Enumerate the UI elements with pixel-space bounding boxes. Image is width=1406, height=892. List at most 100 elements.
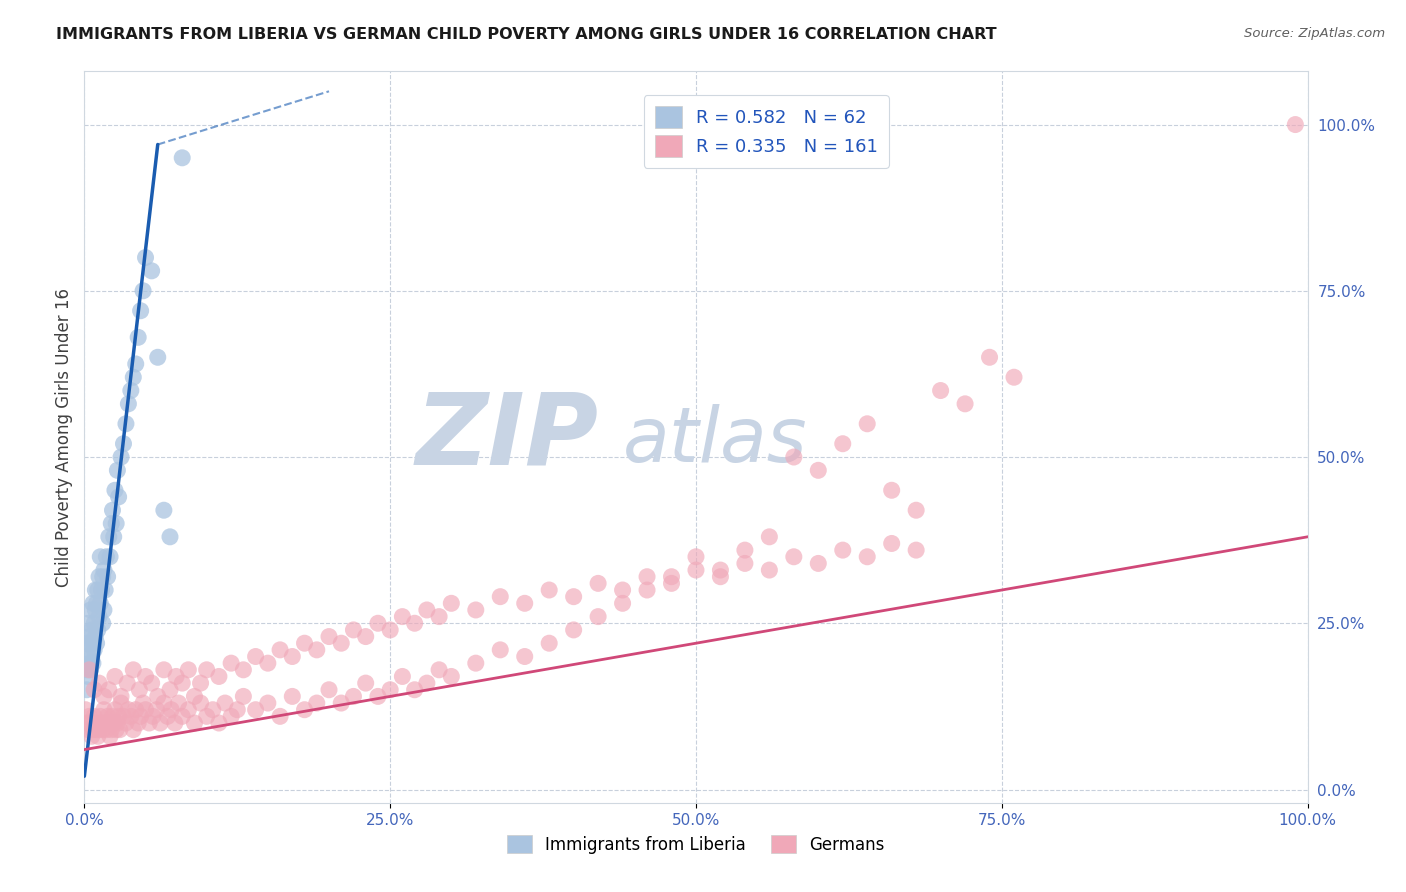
Point (79, 603, 101, 617)
Point (269, 643, 291, 657)
Point (91, 616, 114, 631)
Text: IMMIGRANTS FROM LIBERIA VS GERMAN CHILD POVERTY AMONG GIRLS UNDER 16 CORRELATION: IMMIGRANTS FROM LIBERIA VS GERMAN CHILD … (56, 27, 997, 42)
Point (172, 709, 194, 723)
Point (219, 709, 242, 723)
Point (105, 516, 128, 531)
Point (146, 351, 169, 365)
Point (195, 663, 218, 677)
Point (128, 682, 150, 697)
Point (135, 251, 157, 265)
Point (685, 549, 707, 564)
Point (880, 483, 903, 498)
Point (110, 690, 132, 704)
Point (380, 623, 402, 637)
Point (661, 576, 683, 591)
Point (404, 616, 426, 631)
Point (77, 669, 100, 683)
Point (77, 709, 100, 723)
Point (84, 630, 107, 644)
Point (427, 663, 450, 677)
Point (82, 723, 104, 737)
Point (120, 709, 142, 723)
Point (612, 582, 634, 597)
Point (612, 596, 634, 610)
Point (107, 709, 129, 723)
Point (257, 656, 280, 670)
Point (149, 716, 172, 731)
Point (807, 463, 830, 477)
Point (87, 570, 110, 584)
Point (87, 723, 110, 737)
Point (562, 590, 585, 604)
Point (489, 590, 512, 604)
Point (367, 616, 389, 631)
Point (208, 716, 231, 731)
Point (141, 264, 163, 278)
Point (145, 703, 167, 717)
Point (190, 676, 212, 690)
Point (112, 709, 135, 723)
Point (100, 516, 122, 531)
Point (97, 570, 120, 584)
Point (758, 563, 780, 577)
Point (294, 703, 316, 717)
Point (87, 729, 110, 743)
Point (97, 530, 120, 544)
Point (86, 636, 108, 650)
Point (79, 636, 101, 650)
Point (82, 656, 104, 670)
Point (115, 676, 138, 690)
Point (101, 503, 124, 517)
Point (122, 663, 145, 677)
Point (214, 696, 236, 710)
Point (82, 596, 104, 610)
Point (636, 582, 658, 597)
Point (416, 676, 439, 690)
Point (80, 623, 103, 637)
Point (96, 723, 118, 737)
Point (87, 609, 110, 624)
Point (75, 703, 97, 717)
Point (107, 490, 129, 504)
Point (90, 582, 112, 597)
Point (96, 549, 118, 564)
Point (105, 463, 128, 477)
Point (440, 669, 463, 683)
Point (98, 549, 121, 564)
Point (108, 723, 131, 737)
Point (94, 582, 117, 597)
Point (734, 543, 756, 558)
Point (103, 716, 125, 731)
Point (104, 669, 127, 683)
Point (201, 703, 224, 717)
Point (93, 703, 115, 717)
Point (330, 636, 353, 650)
Point (538, 636, 561, 650)
Point (195, 709, 218, 723)
Point (159, 530, 181, 544)
Point (86, 716, 108, 731)
Point (115, 716, 138, 731)
Point (105, 723, 128, 737)
Point (77, 649, 100, 664)
Point (1002, 370, 1025, 384)
Point (117, 397, 139, 411)
Point (281, 690, 304, 704)
Point (77, 616, 100, 631)
Point (281, 649, 304, 664)
Point (489, 643, 512, 657)
Point (100, 723, 122, 737)
Point (76, 682, 98, 697)
Point (167, 696, 190, 710)
Point (318, 630, 340, 644)
Point (269, 709, 291, 723)
Point (929, 384, 952, 398)
Point (159, 682, 181, 697)
Point (79, 663, 101, 677)
Point (90, 716, 112, 731)
Legend: Immigrants from Liberia, Germans: Immigrants from Liberia, Germans (501, 829, 891, 860)
Point (226, 703, 249, 717)
Point (163, 716, 186, 731)
Point (87, 623, 110, 637)
Point (153, 503, 176, 517)
